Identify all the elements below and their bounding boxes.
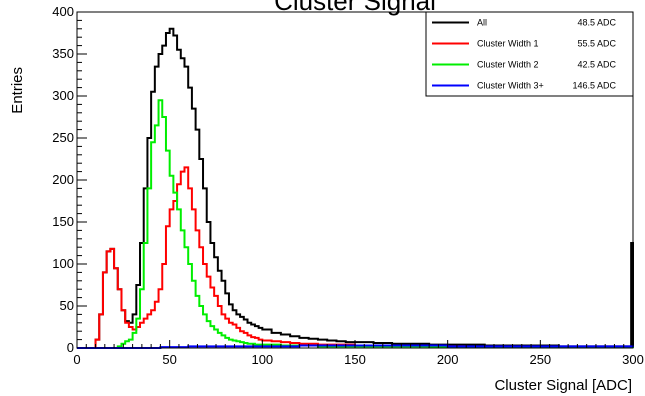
x-axis: 0 50 100 150 200 250 300 bbox=[73, 340, 644, 367]
x-tick-label: 100 bbox=[251, 352, 273, 367]
series-line-1 bbox=[77, 166, 634, 349]
legend-value: 48.5 ADC bbox=[577, 18, 616, 28]
y-tick-label: 250 bbox=[52, 130, 74, 145]
legend-value: 42.5 ADC bbox=[577, 60, 616, 70]
x-tick-label: 150 bbox=[344, 352, 366, 367]
legend-label: Cluster Width 3+ bbox=[477, 81, 544, 91]
series-line-2 bbox=[77, 99, 634, 349]
y-tick-label: 50 bbox=[60, 298, 74, 313]
x-tick-label: 250 bbox=[529, 352, 551, 367]
series-line-0 bbox=[77, 27, 634, 349]
legend-label: All bbox=[477, 18, 487, 28]
x-tick-label: 200 bbox=[437, 352, 459, 367]
y-tick-label: 300 bbox=[52, 88, 74, 103]
y-tick-label: 400 bbox=[52, 4, 74, 19]
legend: All 48.5 ADC Cluster Width 1 55.5 ADC Cluste… bbox=[425, 11, 634, 97]
y-tick-label: 100 bbox=[52, 256, 74, 271]
chart-title: Cluster Signal bbox=[274, 0, 436, 16]
legend-label: Cluster Width 2 bbox=[477, 60, 539, 70]
x-tick-label: 0 bbox=[73, 352, 80, 367]
y-tick-label: 350 bbox=[52, 46, 74, 61]
y-tick-label: 150 bbox=[52, 214, 74, 229]
x-tick-label: 300 bbox=[622, 352, 644, 367]
x-tick-label: 50 bbox=[162, 352, 176, 367]
y-axis: 0 50 100 150 200 250 300 350 400 bbox=[52, 4, 87, 355]
legend-label: Cluster Width 1 bbox=[477, 39, 539, 49]
y-axis-title: Entries bbox=[9, 67, 26, 114]
legend-value: 146.5 ADC bbox=[572, 81, 616, 91]
y-tick-label: 200 bbox=[52, 172, 74, 187]
legend-box bbox=[425, 11, 634, 97]
y-tick-label: 0 bbox=[67, 340, 74, 355]
x-axis-title: Cluster Signal [ADC] bbox=[494, 377, 632, 394]
legend-value: 55.5 ADC bbox=[577, 39, 616, 49]
